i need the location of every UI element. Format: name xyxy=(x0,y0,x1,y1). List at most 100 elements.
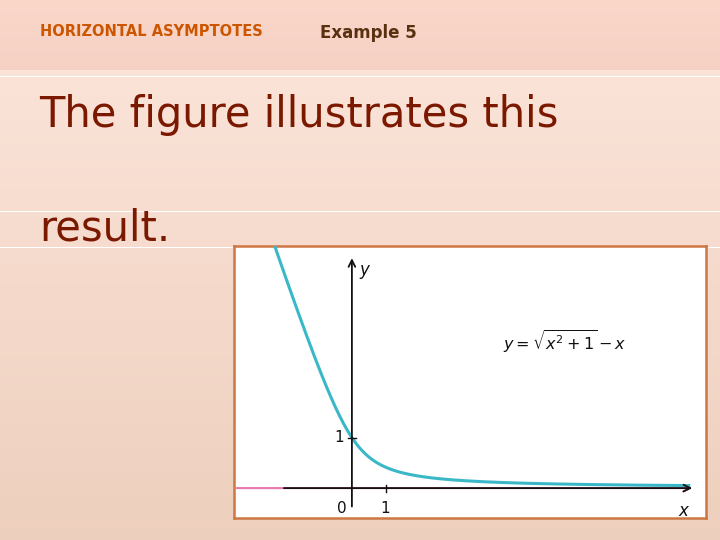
Bar xyxy=(0,360,720,364)
Bar xyxy=(0,396,720,401)
Bar xyxy=(0,405,720,409)
Text: Example 5: Example 5 xyxy=(320,24,417,42)
Bar xyxy=(0,23,720,27)
Bar xyxy=(0,189,720,193)
Bar xyxy=(0,198,720,202)
Bar xyxy=(0,18,720,23)
Bar xyxy=(0,517,720,522)
Bar xyxy=(0,436,720,441)
Bar xyxy=(0,135,720,139)
Bar xyxy=(0,324,720,328)
Text: 0: 0 xyxy=(337,501,346,516)
Bar xyxy=(0,40,720,42)
Bar xyxy=(0,369,720,374)
Bar xyxy=(0,44,720,47)
Bar xyxy=(0,68,720,72)
Bar xyxy=(0,51,720,54)
Bar xyxy=(0,14,720,16)
Bar xyxy=(0,441,720,445)
Bar xyxy=(0,104,720,108)
Bar xyxy=(0,301,720,306)
Bar xyxy=(0,342,720,347)
Bar xyxy=(0,30,720,33)
Bar xyxy=(0,463,720,468)
Bar xyxy=(0,27,720,31)
Bar xyxy=(0,176,720,180)
Bar xyxy=(0,472,720,477)
Bar xyxy=(0,239,720,243)
Bar xyxy=(0,47,720,49)
Bar xyxy=(0,455,720,459)
Bar xyxy=(0,216,720,220)
Bar xyxy=(0,99,720,104)
Bar xyxy=(0,364,720,369)
Bar xyxy=(0,536,720,540)
Bar xyxy=(0,21,720,23)
Bar xyxy=(0,252,720,256)
Bar xyxy=(0,333,720,338)
Bar xyxy=(0,72,720,77)
Bar xyxy=(0,207,720,212)
Bar xyxy=(0,58,720,63)
Bar xyxy=(0,387,720,392)
Bar xyxy=(0,58,720,61)
Text: 1: 1 xyxy=(334,430,343,445)
Bar xyxy=(0,0,720,4)
Bar xyxy=(0,355,720,360)
Bar xyxy=(0,297,720,301)
Bar xyxy=(0,382,720,387)
Bar xyxy=(0,392,720,396)
Text: HORIZONTAL ASYMPTOTES: HORIZONTAL ASYMPTOTES xyxy=(40,24,262,39)
Bar xyxy=(0,212,720,216)
Bar xyxy=(0,418,720,423)
Bar xyxy=(0,0,720,2)
Bar xyxy=(0,63,720,65)
Bar xyxy=(0,144,720,148)
Bar xyxy=(0,279,720,284)
Bar xyxy=(0,526,720,531)
Bar xyxy=(0,35,720,37)
Bar xyxy=(0,5,720,7)
Bar xyxy=(0,374,720,378)
Bar xyxy=(0,320,720,324)
Text: result.: result. xyxy=(40,208,171,250)
Text: $y$: $y$ xyxy=(359,262,371,281)
Bar xyxy=(0,166,720,171)
Bar xyxy=(0,139,720,144)
Bar xyxy=(0,148,720,153)
Bar xyxy=(0,230,720,234)
Bar xyxy=(0,270,720,274)
Bar xyxy=(0,347,720,351)
Bar xyxy=(0,432,720,436)
Bar xyxy=(0,522,720,526)
Bar xyxy=(0,220,720,225)
Bar xyxy=(0,54,720,58)
Bar xyxy=(0,90,720,94)
Bar xyxy=(0,9,720,12)
Bar xyxy=(0,274,720,279)
Bar xyxy=(0,36,720,40)
Bar xyxy=(0,256,720,261)
Bar xyxy=(0,509,720,513)
Bar xyxy=(0,49,720,51)
Bar xyxy=(0,414,720,418)
Bar xyxy=(0,23,720,26)
Bar xyxy=(0,162,720,166)
Bar xyxy=(0,117,720,122)
Bar xyxy=(0,338,720,342)
Bar xyxy=(0,531,720,536)
Bar xyxy=(0,42,720,44)
Bar xyxy=(0,40,720,45)
Bar xyxy=(0,500,720,504)
Bar xyxy=(0,68,720,70)
Bar xyxy=(0,122,720,126)
Bar xyxy=(0,50,720,54)
Bar xyxy=(0,468,720,472)
Bar xyxy=(0,477,720,482)
Text: 1: 1 xyxy=(381,501,390,516)
Bar xyxy=(0,193,720,198)
Bar xyxy=(0,81,720,85)
Bar xyxy=(0,56,720,58)
Bar xyxy=(0,108,720,112)
Bar xyxy=(0,26,720,28)
